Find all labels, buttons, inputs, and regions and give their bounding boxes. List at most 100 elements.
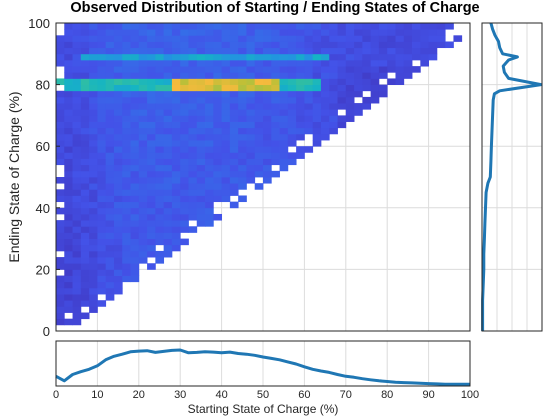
- heatmap-cell: [329, 96, 338, 104]
- heatmap-cell: [122, 109, 131, 116]
- heatmap-cell: [287, 140, 297, 147]
- heatmap-cell: [80, 53, 90, 61]
- heatmap-cell: [97, 195, 107, 203]
- heatmap-cell: [188, 213, 198, 221]
- heatmap-cell: [221, 23, 231, 30]
- heatmap-cell: [138, 103, 148, 110]
- heatmap-cell: [72, 41, 82, 49]
- heatmap-cell: [56, 207, 65, 215]
- heatmap-cell: [263, 84, 272, 92]
- heatmap-cell: [155, 72, 165, 79]
- heatmap-cell: [122, 170, 131, 178]
- heatmap-cell: [64, 177, 73, 184]
- heatmap-cell: [254, 140, 264, 147]
- heatmap-cell: [180, 127, 189, 135]
- heatmap-cell: [370, 96, 380, 104]
- heatmap-cell: [80, 170, 90, 178]
- heatmap-cell: [72, 121, 82, 129]
- x-tick-label: 60: [298, 389, 310, 401]
- heatmap-cell: [213, 152, 222, 159]
- heatmap-cell: [279, 109, 289, 116]
- heatmap-cell: [122, 127, 131, 135]
- heatmap-cell: [279, 133, 289, 141]
- heatmap-cell: [320, 121, 330, 129]
- heatmap-cell: [56, 263, 65, 270]
- heatmap-cell: [304, 127, 314, 135]
- heatmap-cell: [403, 47, 413, 55]
- heatmap-cell: [122, 183, 131, 190]
- heatmap-cell: [105, 127, 115, 135]
- heatmap-cell: [72, 281, 82, 289]
- heatmap-cell: [122, 269, 131, 276]
- heatmap-cell: [320, 29, 330, 36]
- heatmap-cell: [329, 47, 338, 55]
- heatmap-cell: [80, 59, 90, 67]
- heatmap-cell: [138, 35, 148, 42]
- heatmap-cell: [105, 281, 115, 289]
- heatmap-cell: [105, 133, 115, 141]
- heatmap-cell: [329, 84, 338, 92]
- heatmap-cell: [72, 170, 82, 178]
- heatmap-cell: [122, 121, 131, 129]
- heatmap-cell: [64, 140, 73, 147]
- heatmap-cell: [113, 158, 123, 166]
- heatmap-cell: [329, 78, 338, 85]
- heatmap-cell: [171, 59, 181, 67]
- heatmap-cell: [387, 78, 396, 85]
- heatmap-cell: [64, 109, 73, 116]
- heatmap-cell: [80, 96, 90, 104]
- heatmap-cell: [229, 189, 239, 196]
- heatmap-cell: [370, 66, 380, 73]
- heatmap-cell: [254, 78, 264, 85]
- heatmap-cell: [263, 109, 272, 116]
- heatmap-cell: [147, 146, 156, 153]
- heatmap-cell: [138, 183, 148, 190]
- heatmap-cell: [329, 109, 338, 116]
- heatmap-cell: [155, 121, 165, 129]
- heatmap-cell: [238, 29, 247, 36]
- heatmap-cell: [229, 47, 239, 55]
- heatmap-cell: [97, 152, 107, 159]
- heatmap-cell: [80, 127, 90, 135]
- heatmap-cell: [64, 244, 73, 252]
- heatmap-cell: [205, 109, 214, 116]
- heatmap-cell: [196, 90, 206, 98]
- heatmap-cell: [254, 90, 264, 98]
- heatmap-cell: [279, 158, 289, 166]
- heatmap-cell: [171, 121, 181, 129]
- heatmap-cell: [188, 78, 198, 85]
- heatmap-cell: [171, 195, 181, 203]
- starting-soc-marginal-line: [55, 348, 470, 386]
- heatmap-cell: [436, 29, 446, 36]
- heatmap-cell: [80, 300, 90, 307]
- heatmap-cell: [337, 59, 347, 67]
- heatmap-cell: [271, 146, 280, 153]
- ending-soc-marginal-line: [481, 22, 543, 331]
- heatmap-cell: [97, 146, 107, 153]
- heatmap-cell: [238, 53, 247, 61]
- heatmap-cell: [387, 59, 396, 67]
- heatmap-cell: [345, 59, 355, 67]
- heatmap-cell: [56, 318, 65, 326]
- heatmap-cell: [213, 213, 222, 221]
- heatmap-cell: [263, 96, 272, 104]
- heatmap-cell: [287, 84, 297, 92]
- heatmap-cell: [213, 109, 222, 116]
- heatmap-cell: [80, 133, 90, 141]
- heatmap-cell: [254, 29, 264, 36]
- heatmap-cell: [113, 121, 123, 129]
- heatmap-cell: [279, 47, 289, 55]
- heatmap-cell: [279, 152, 289, 159]
- heatmap-cell: [345, 23, 355, 30]
- heatmap-cell: [64, 207, 73, 215]
- heatmap-cell: [105, 140, 115, 147]
- heatmap-cell: [445, 41, 454, 49]
- heatmap-cell: [122, 213, 131, 221]
- heatmap-cell: [412, 47, 421, 55]
- heatmap-cell: [263, 140, 272, 147]
- heatmap-cell: [188, 164, 198, 172]
- heatmap-cell: [296, 41, 305, 49]
- heatmap-cell: [113, 220, 123, 227]
- heatmap-cell: [180, 84, 189, 92]
- heatmap-cell: [155, 250, 165, 258]
